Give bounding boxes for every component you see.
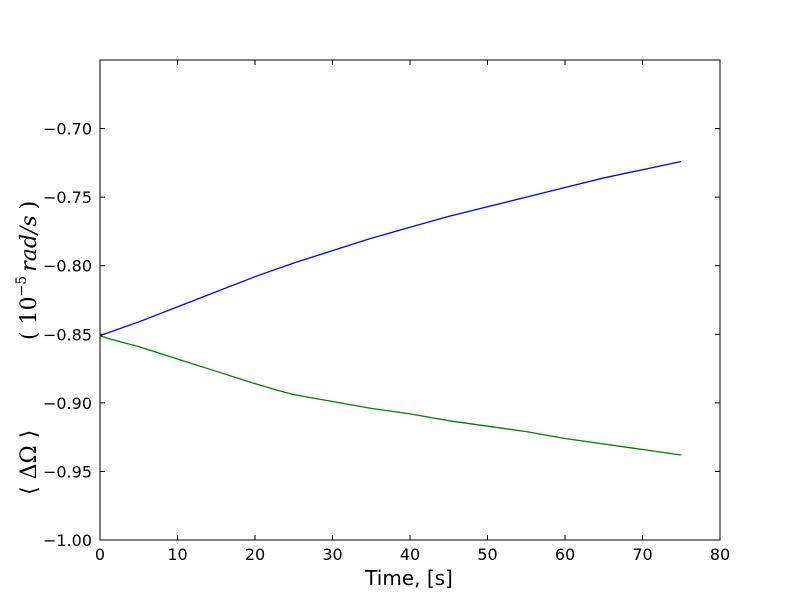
x-tick-label: 70 — [632, 545, 652, 564]
y-tick-label: −0.75 — [43, 188, 92, 207]
x-axis: 0 10 20 30 40 50 60 70 80 — [95, 60, 730, 564]
x-axis-title: Time, [s] — [364, 566, 453, 590]
y-tick-label: −1.00 — [43, 531, 92, 550]
y-axis-unit-name: rad/s — [17, 215, 42, 271]
plot-frame — [99, 59, 721, 541]
y-axis-unit-exponent: −5 — [14, 276, 30, 297]
plot-area — [99, 59, 721, 541]
x-tick-label: 20 — [245, 545, 265, 564]
x-tick-label: 50 — [477, 545, 497, 564]
y-axis: −1.00 −0.95 −0.90 −0.85 −0.80 −0.75 −0.70 — [43, 120, 720, 550]
y-axis-title-symbol: ⟨ ΔΩ ⟩ — [17, 430, 42, 495]
series-line-2 — [99, 335, 682, 456]
x-tick-label: 0 — [95, 545, 105, 564]
x-tick-label: 40 — [400, 545, 420, 564]
y-tick-label: −0.95 — [43, 462, 92, 481]
y-tick-label: −0.70 — [43, 120, 92, 139]
y-axis-title: ⟨ ΔΩ ⟩ ( 10−5 rad/s) — [14, 201, 42, 495]
x-tick-label: 30 — [322, 545, 342, 564]
y-axis-unit-open: ( 10 — [17, 296, 42, 340]
x-tick-label: 60 — [555, 545, 575, 564]
y-axis-title-unit: ( 10−5 rad/s) — [14, 201, 42, 340]
x-tick-label: 80 — [710, 545, 730, 564]
x-tick-label: 10 — [167, 545, 187, 564]
y-axis-unit-close: ) — [17, 201, 42, 210]
series-line-1 — [99, 160, 682, 337]
y-tick-label: −0.90 — [43, 394, 92, 413]
y-tick-label: −0.85 — [43, 325, 92, 344]
y-tick-label: −0.80 — [43, 257, 92, 276]
